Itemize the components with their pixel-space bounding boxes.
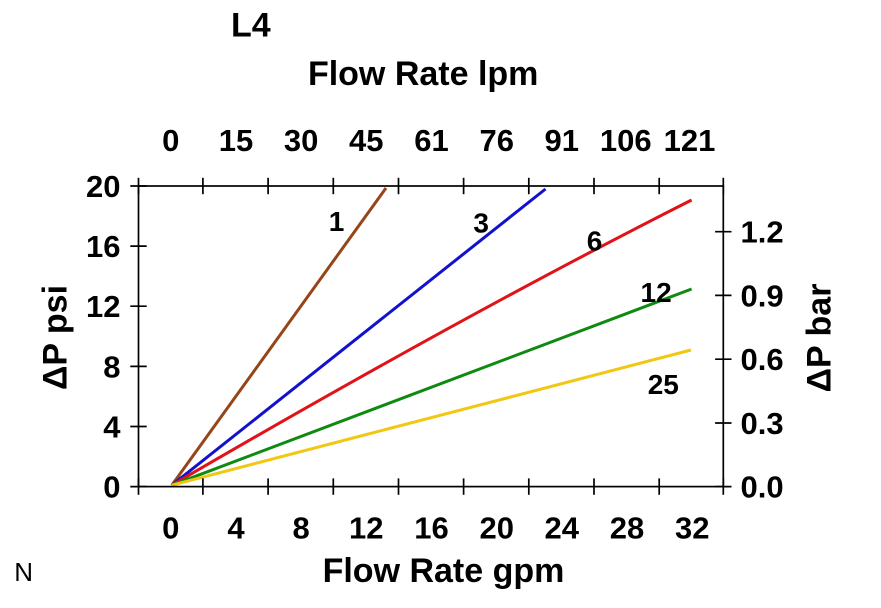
svg-text:25: 25 — [648, 369, 679, 400]
svg-text:8: 8 — [103, 349, 120, 384]
svg-text:45: 45 — [349, 123, 383, 158]
svg-text:16: 16 — [86, 229, 120, 264]
svg-text:L4: L4 — [231, 7, 271, 45]
svg-text:ΔP psi: ΔP psi — [37, 285, 75, 390]
svg-text:0.9: 0.9 — [741, 278, 784, 313]
svg-text:Flow Rate gpm: Flow Rate gpm — [323, 552, 565, 590]
svg-text:1.2: 1.2 — [741, 215, 784, 250]
svg-text:106: 106 — [600, 123, 652, 158]
svg-text:6: 6 — [587, 226, 603, 257]
svg-text:3: 3 — [473, 208, 489, 239]
svg-text:0: 0 — [103, 470, 120, 505]
svg-text:4: 4 — [103, 409, 121, 444]
svg-text:28: 28 — [610, 511, 644, 546]
svg-text:ΔP bar: ΔP bar — [801, 284, 839, 393]
svg-text:1: 1 — [329, 206, 345, 237]
svg-text:0: 0 — [162, 511, 179, 546]
svg-text:0.0: 0.0 — [741, 470, 784, 505]
svg-text:32: 32 — [675, 511, 709, 546]
svg-text:76: 76 — [479, 123, 513, 158]
svg-text:12: 12 — [641, 277, 672, 308]
svg-text:0.3: 0.3 — [741, 406, 784, 441]
svg-text:12: 12 — [86, 289, 120, 324]
svg-text:15: 15 — [219, 123, 253, 158]
svg-text:91: 91 — [545, 123, 579, 158]
svg-text:8: 8 — [292, 511, 309, 546]
svg-text:20: 20 — [479, 511, 513, 546]
svg-text:16: 16 — [414, 511, 448, 546]
svg-text:0.6: 0.6 — [741, 342, 784, 377]
svg-text:24: 24 — [545, 511, 580, 546]
svg-text:Flow Rate lpm: Flow Rate lpm — [308, 55, 538, 93]
svg-text:30: 30 — [284, 123, 318, 158]
svg-text:61: 61 — [414, 123, 448, 158]
svg-text:0: 0 — [162, 123, 179, 158]
svg-text:4: 4 — [227, 511, 245, 546]
svg-text:N: N — [14, 557, 33, 587]
svg-text:12: 12 — [349, 511, 383, 546]
svg-text:20: 20 — [86, 169, 120, 204]
svg-text:121: 121 — [664, 123, 716, 158]
